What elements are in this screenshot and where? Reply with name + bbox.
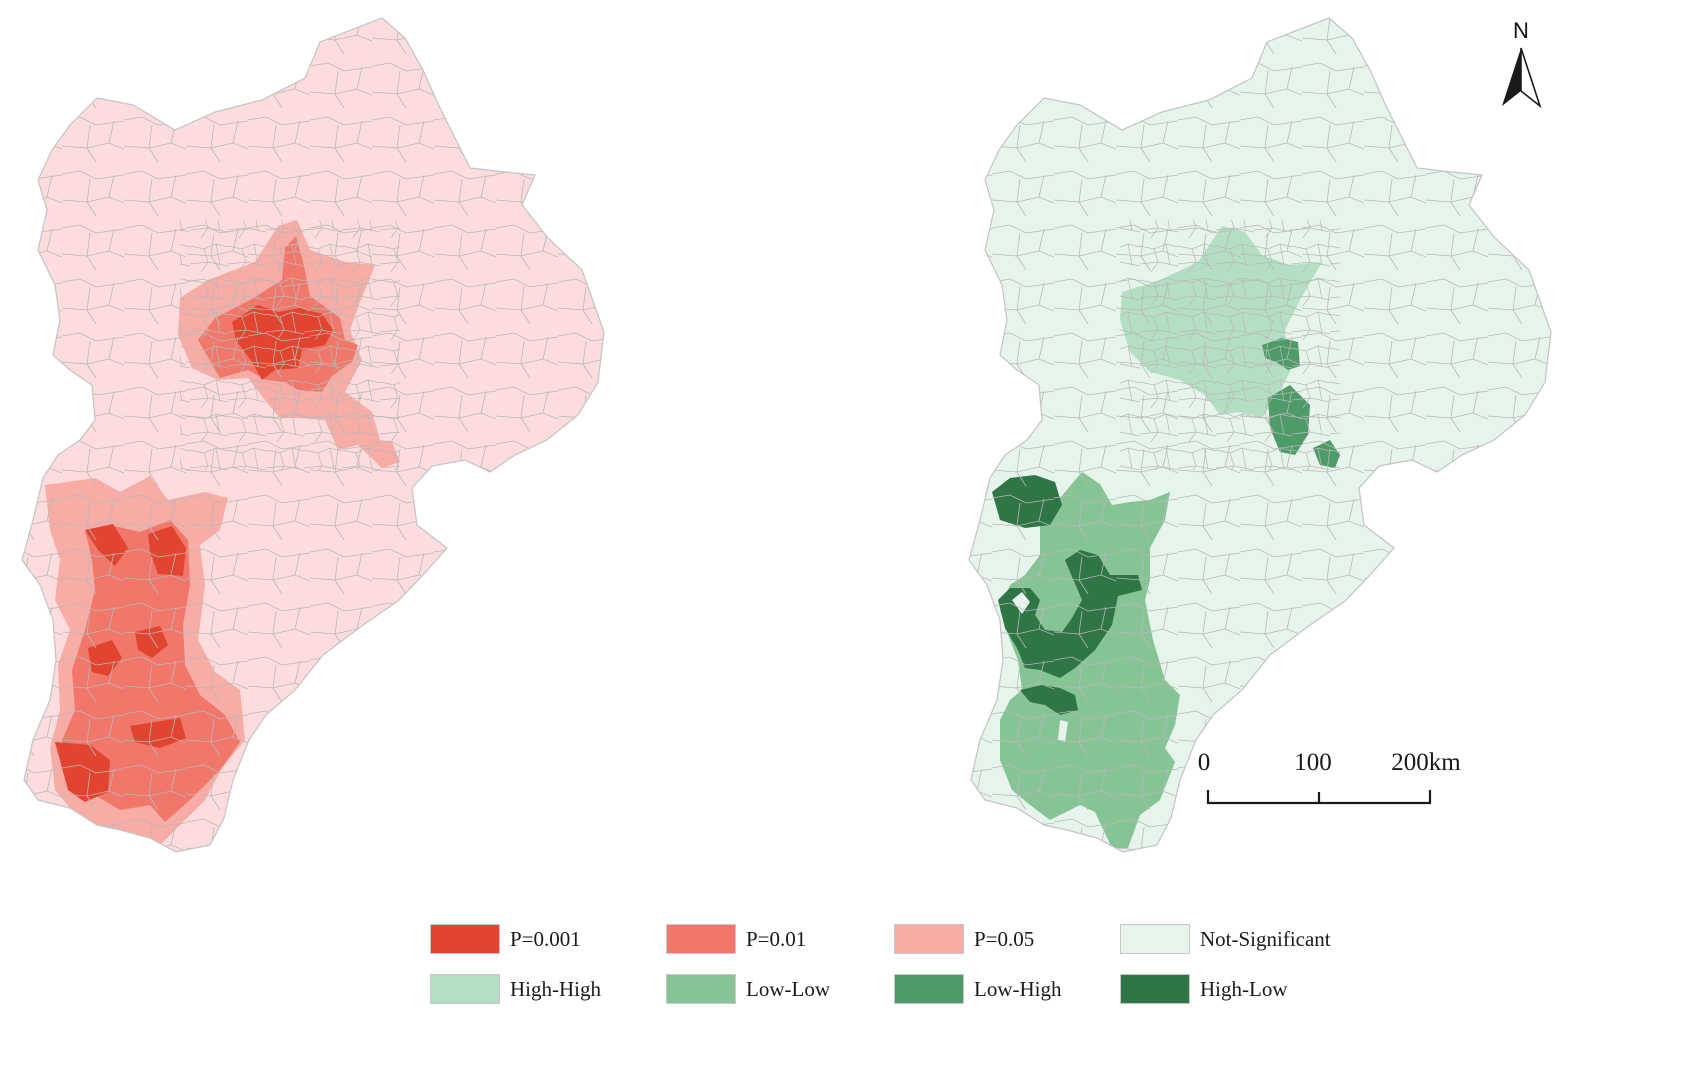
legend-swatch-p0001 bbox=[430, 924, 500, 954]
north-label: N bbox=[1513, 18, 1529, 43]
right-map-lisa-clusters bbox=[968, 17, 1552, 853]
legend-item-low-high: Low-High bbox=[894, 972, 1062, 1006]
scale-bar: 0 100 200km bbox=[1198, 749, 1461, 805]
map-canvas: N 0 100 200km bbox=[21, 17, 1552, 853]
legend-label-low-high: Low-High bbox=[974, 976, 1062, 1001]
north-arrow: N bbox=[1502, 18, 1542, 109]
legend-swatch-not-significant bbox=[1120, 924, 1190, 954]
scale-tick-label-200: 200km bbox=[1391, 749, 1461, 776]
legend-item-not-significant: Not-Significant bbox=[1120, 922, 1331, 956]
legend-swatch-low-high bbox=[894, 974, 964, 1004]
legend-item-high-high: High-High bbox=[430, 972, 601, 1006]
scale-bar-line bbox=[1206, 790, 1432, 805]
legend-swatch-p005 bbox=[894, 924, 964, 954]
legend-swatch-low-low bbox=[666, 974, 736, 1004]
legend-label-p001: P=0.01 bbox=[746, 926, 807, 951]
scale-tick-label-100: 100 bbox=[1294, 749, 1332, 776]
north-arrow-icon bbox=[1502, 47, 1542, 109]
legend-item-high-low: High-Low bbox=[1120, 972, 1288, 1006]
legend-item-low-low: Low-Low bbox=[666, 972, 830, 1006]
legend-label-not-significant: Not-Significant bbox=[1200, 926, 1331, 951]
legend-label-p0001: P=0.001 bbox=[510, 926, 581, 951]
legend-swatch-high-low bbox=[1120, 974, 1190, 1004]
legend-label-high-low: High-Low bbox=[1200, 976, 1288, 1001]
left-map-significance bbox=[21, 17, 605, 853]
legend: P=0.001 P=0.01 P=0.05 Not-Significant Hi… bbox=[430, 922, 1380, 1017]
legend-label-low-low: Low-Low bbox=[746, 976, 830, 1001]
legend-label-high-high: High-High bbox=[510, 976, 601, 1001]
legend-swatch-high-high bbox=[430, 974, 500, 1004]
legend-item-p001: P=0.01 bbox=[666, 922, 806, 956]
legend-swatch-p001 bbox=[666, 924, 736, 954]
legend-item-p005: P=0.05 bbox=[894, 922, 1034, 956]
legend-item-p0001: P=0.001 bbox=[430, 922, 581, 956]
scale-tick-label-0: 0 bbox=[1198, 749, 1211, 776]
legend-label-p005: P=0.05 bbox=[974, 926, 1035, 951]
